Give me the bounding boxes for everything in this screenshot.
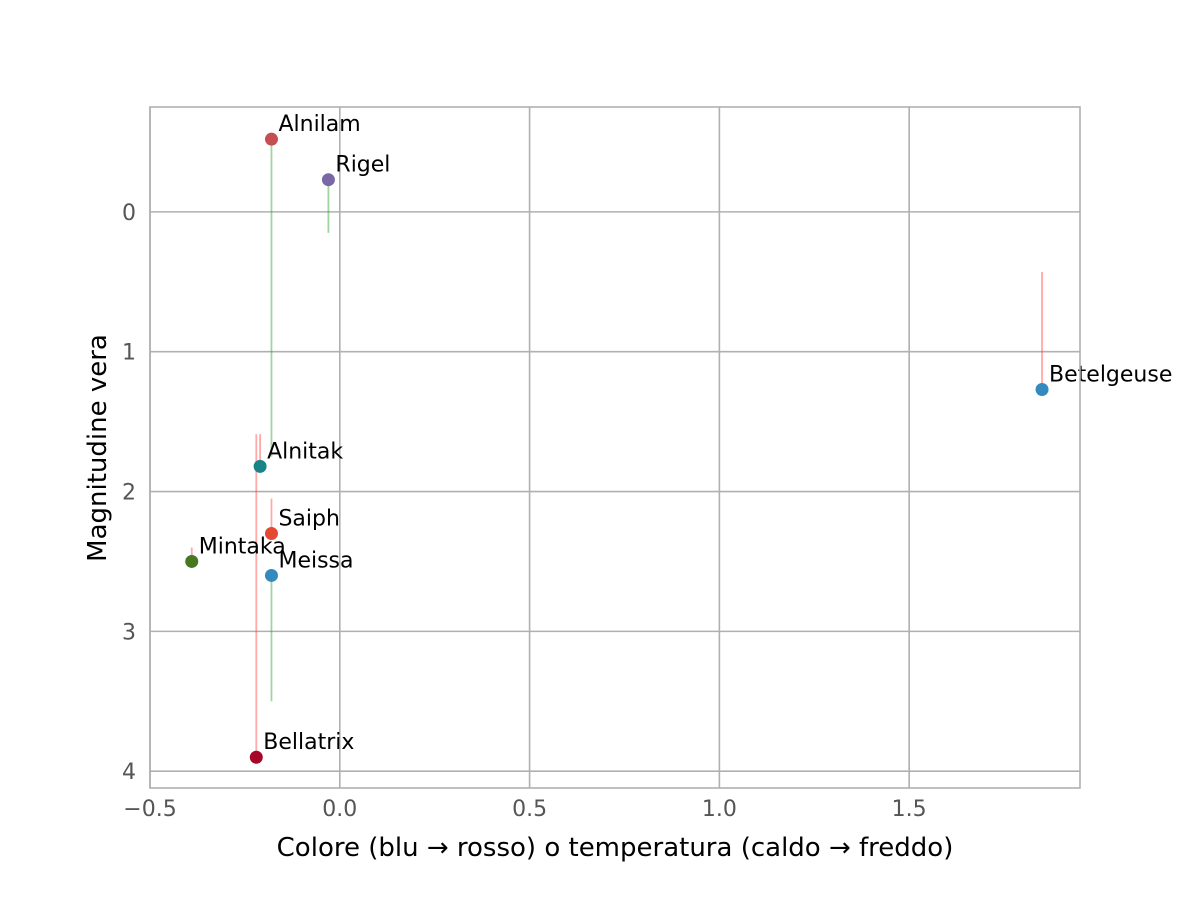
point-label-betelgeuse: Betelgeuse	[1049, 362, 1172, 387]
point-label-bellatrix: Bellatrix	[263, 730, 354, 755]
point-label-mintaka: Mintaka	[199, 534, 286, 559]
y-tick-label: 1	[122, 341, 136, 366]
data-point-alnitak	[253, 459, 267, 473]
data-point-mintaka	[185, 554, 199, 568]
x-tick-label: 1.5	[892, 797, 927, 822]
x-tick-label: −0.5	[123, 797, 176, 822]
y-tick-label: 0	[122, 201, 136, 226]
point-label-alnitak: Alnitak	[267, 439, 343, 464]
point-label-meissa: Meissa	[278, 548, 353, 573]
plot-area-background	[150, 107, 1080, 788]
point-label-saiph: Saiph	[278, 506, 339, 531]
plot-frame	[149, 106, 1081, 789]
x-tick-label-layer: −0.5 0.0 0.5 1.0 1.5	[123, 797, 926, 822]
point-label-alnilam: Alnilam	[278, 112, 360, 137]
x-axis-label: Colore (blu → rosso) o temperatura (cald…	[277, 833, 954, 863]
error-bar-layer	[190, 139, 1043, 758]
y-axis-label: Magnitudine vera	[83, 334, 113, 562]
y-tick-label: 4	[122, 760, 136, 785]
point-label-rigel: Rigel	[335, 153, 390, 178]
y-tick-label-layer: 0 1 2 3 4	[122, 201, 136, 785]
data-point-betelgeuse	[1035, 382, 1049, 396]
data-point-bellatrix	[249, 750, 263, 764]
grid-layer	[149, 107, 1080, 788]
x-tick-label: 0.5	[512, 797, 547, 822]
x-tick-label: 1.0	[702, 797, 737, 822]
y-tick-label: 3	[122, 620, 136, 645]
data-point-saiph	[264, 526, 278, 540]
point-layer	[185, 132, 1049, 764]
point-label-layer: Alnilam Rigel Betelgeuse Alnitak Saiph Mintak…	[199, 112, 1173, 755]
data-point-alnilam	[264, 132, 278, 146]
data-point-meissa	[264, 568, 278, 582]
y-tick-label: 2	[122, 481, 136, 506]
x-tick-label: 0.0	[322, 797, 357, 822]
data-point-rigel	[321, 173, 335, 187]
